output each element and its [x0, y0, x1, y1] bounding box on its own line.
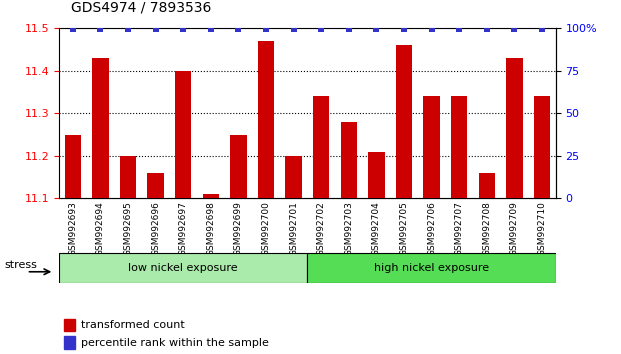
- Text: transformed count: transformed count: [81, 320, 185, 330]
- Bar: [285, 156, 302, 198]
- Point: [399, 26, 409, 32]
- Bar: [64, 319, 75, 331]
- Point: [96, 26, 106, 32]
- Bar: [506, 58, 523, 198]
- Text: GDS4974 / 7893536: GDS4974 / 7893536: [71, 0, 212, 14]
- Bar: [424, 96, 440, 198]
- Text: GSM992693: GSM992693: [68, 201, 77, 256]
- Text: GSM992697: GSM992697: [179, 201, 188, 256]
- Text: GSM992700: GSM992700: [261, 201, 271, 256]
- Point: [178, 26, 188, 32]
- Point: [316, 26, 326, 32]
- Point: [123, 26, 133, 32]
- Point: [482, 26, 492, 32]
- Bar: [396, 45, 412, 198]
- Bar: [59, 253, 307, 283]
- Text: GSM992701: GSM992701: [289, 201, 298, 256]
- Text: GSM992710: GSM992710: [538, 201, 546, 256]
- Bar: [313, 96, 330, 198]
- Bar: [92, 58, 109, 198]
- Bar: [147, 173, 164, 198]
- Bar: [175, 71, 191, 198]
- Bar: [202, 194, 219, 198]
- Text: GSM992709: GSM992709: [510, 201, 519, 256]
- Bar: [120, 156, 136, 198]
- Text: GSM992703: GSM992703: [344, 201, 353, 256]
- Text: stress: stress: [5, 259, 38, 269]
- Text: GSM992695: GSM992695: [124, 201, 132, 256]
- Point: [68, 26, 78, 32]
- Point: [537, 26, 547, 32]
- Bar: [340, 122, 357, 198]
- Point: [344, 26, 354, 32]
- Text: GSM992699: GSM992699: [234, 201, 243, 256]
- Point: [371, 26, 381, 32]
- Text: GSM992694: GSM992694: [96, 201, 105, 256]
- Point: [206, 26, 215, 32]
- Text: GSM992696: GSM992696: [151, 201, 160, 256]
- Point: [151, 26, 161, 32]
- Bar: [533, 96, 550, 198]
- Bar: [451, 96, 468, 198]
- Point: [427, 26, 437, 32]
- Text: GSM992704: GSM992704: [372, 201, 381, 256]
- Text: GSM992708: GSM992708: [483, 201, 491, 256]
- Point: [454, 26, 464, 32]
- Point: [289, 26, 299, 32]
- Text: GSM992706: GSM992706: [427, 201, 436, 256]
- Bar: [258, 41, 274, 198]
- Bar: [307, 253, 556, 283]
- Text: GSM992702: GSM992702: [317, 201, 325, 256]
- Point: [509, 26, 519, 32]
- Text: percentile rank within the sample: percentile rank within the sample: [81, 338, 270, 348]
- Bar: [65, 135, 81, 198]
- Point: [233, 26, 243, 32]
- Bar: [230, 135, 247, 198]
- Bar: [64, 336, 75, 349]
- Text: GSM992707: GSM992707: [455, 201, 464, 256]
- Text: low nickel exposure: low nickel exposure: [129, 263, 238, 273]
- Bar: [479, 173, 495, 198]
- Point: [261, 26, 271, 32]
- Text: GSM992698: GSM992698: [206, 201, 215, 256]
- Text: GSM992705: GSM992705: [399, 201, 409, 256]
- Bar: [368, 152, 384, 198]
- Text: high nickel exposure: high nickel exposure: [374, 263, 489, 273]
